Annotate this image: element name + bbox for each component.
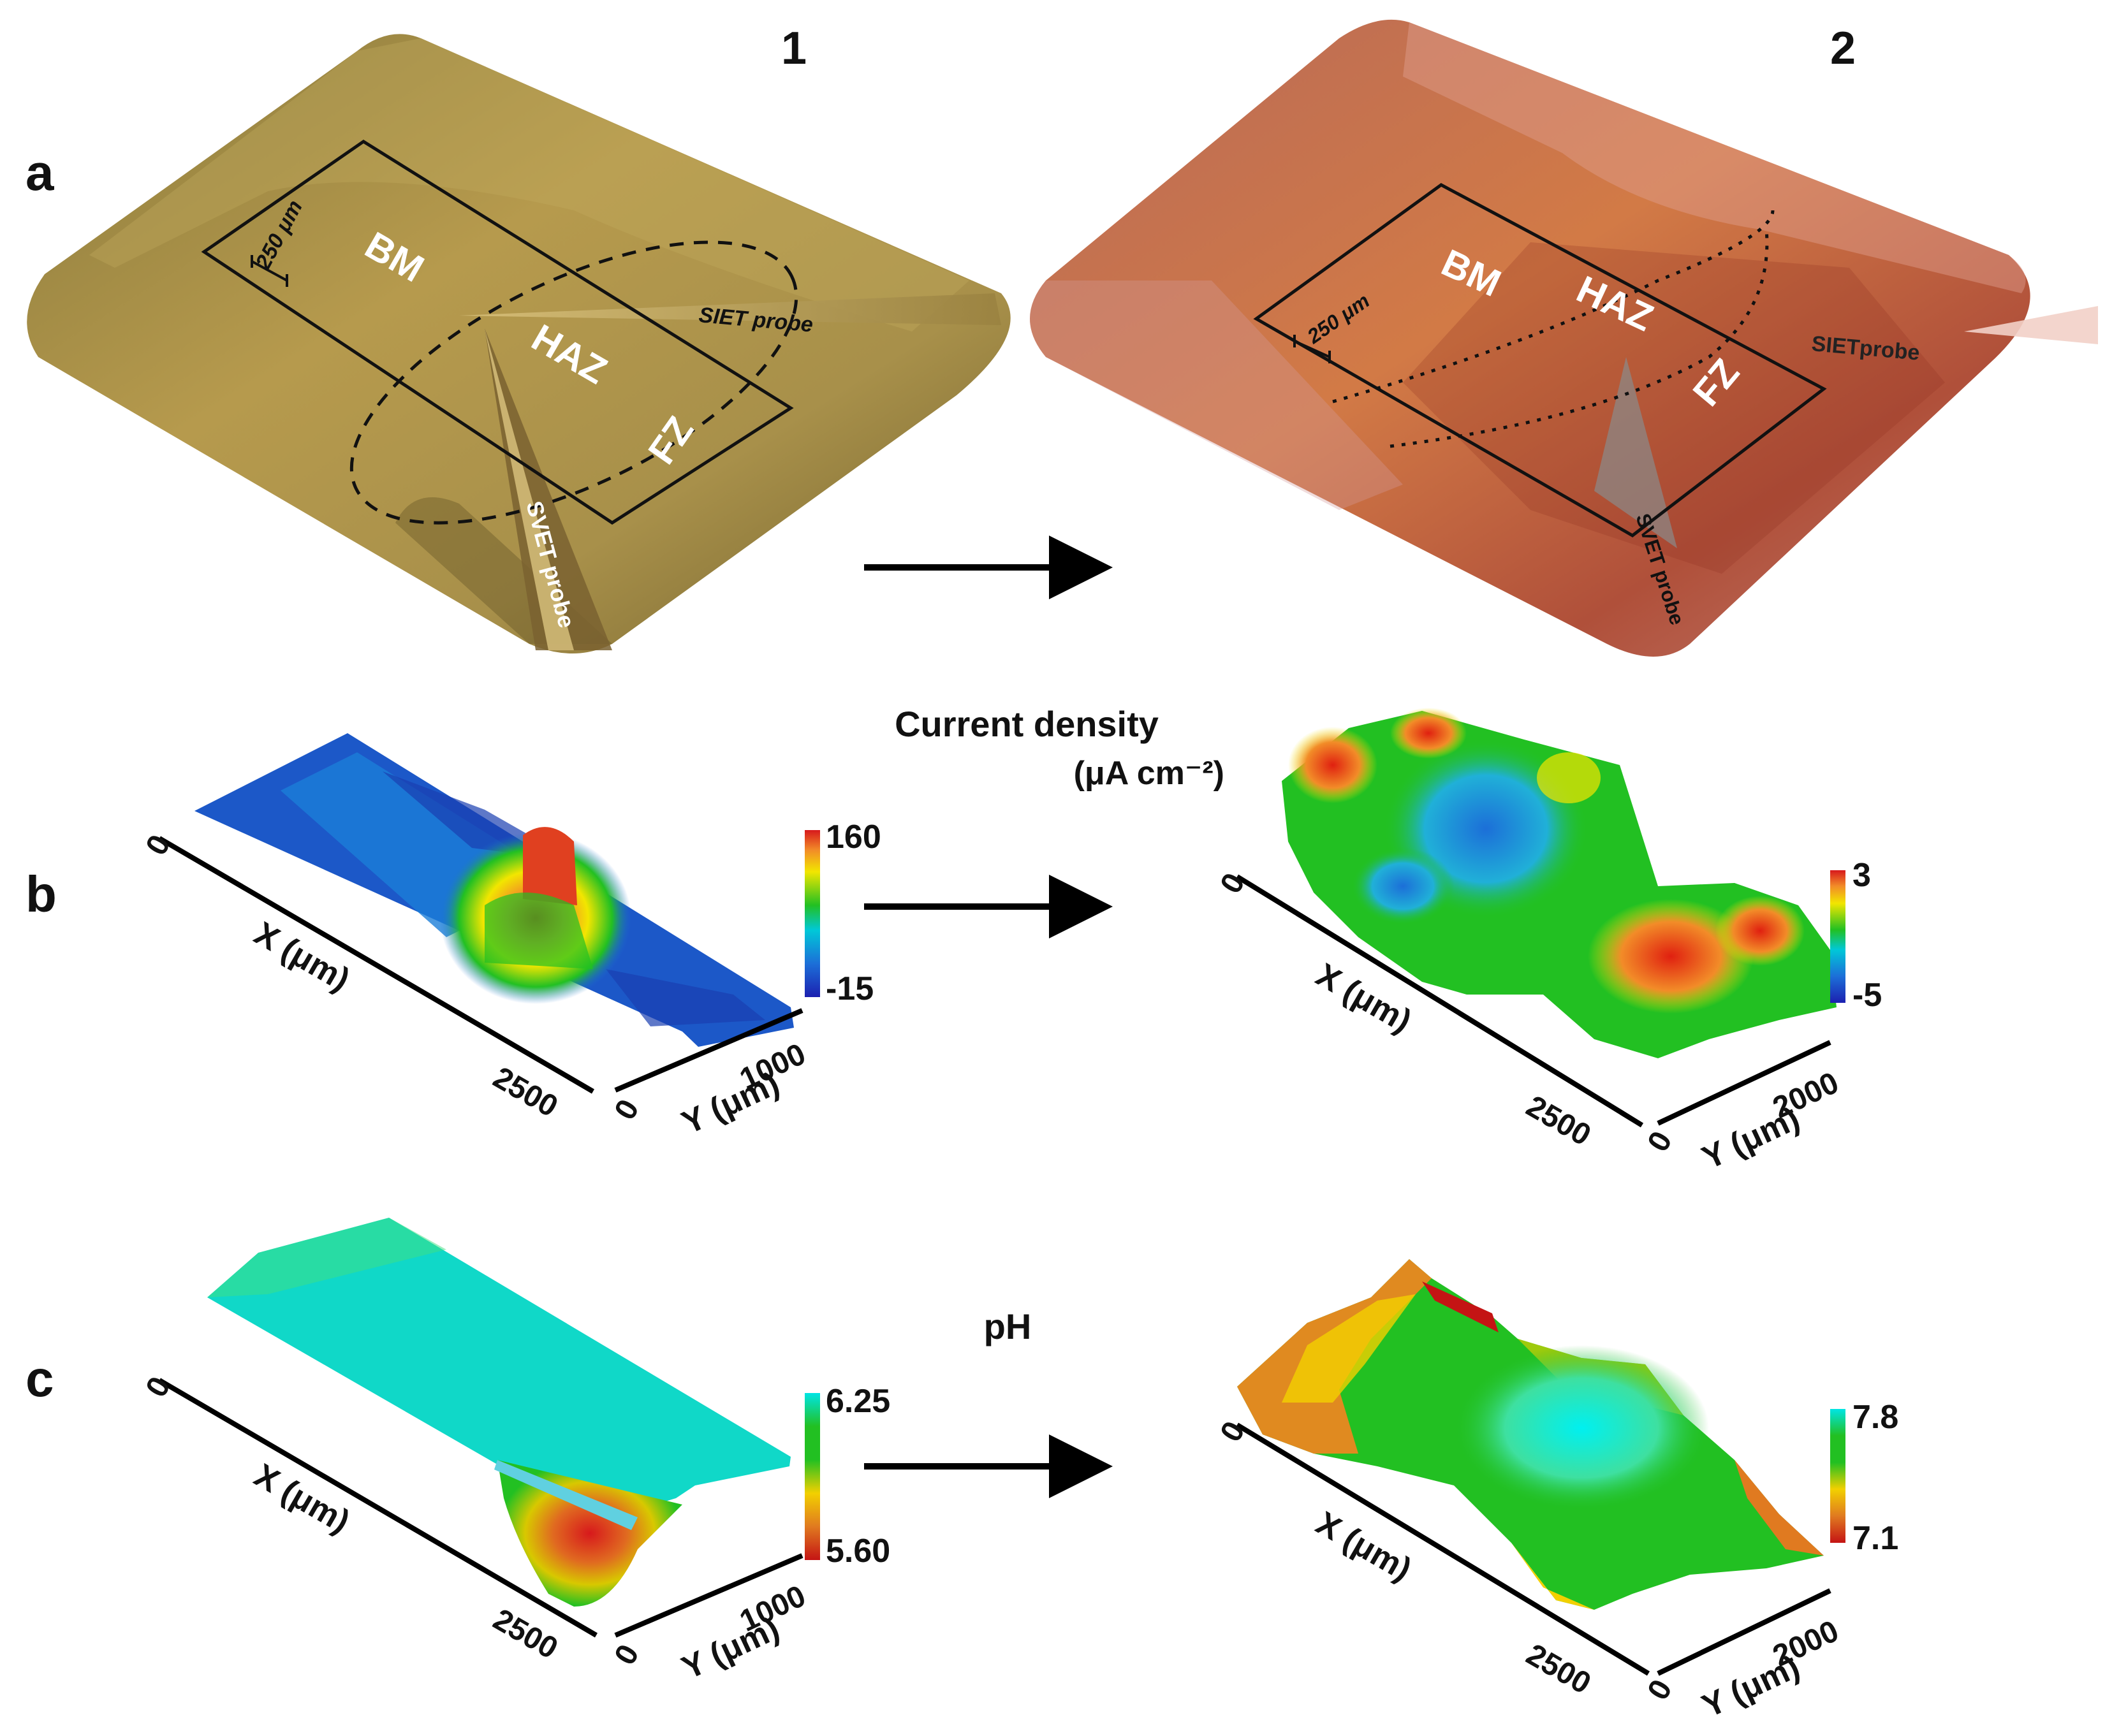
micrograph-after: 250 μm BM HAZ FZ SIETprobe SVET probe <box>1030 19 2098 657</box>
current-density-title: Current density <box>895 704 1159 744</box>
panel-label-a: a <box>26 144 54 201</box>
x-end-c2: 2500 <box>1521 1638 1597 1701</box>
colorbar-max-c2: 7.8 <box>1852 1399 1898 1436</box>
column-label-1: 1 <box>781 23 807 74</box>
colorbar-min-b2: -5 <box>1852 977 1882 1014</box>
x-label-c1: X (μm) <box>248 1457 356 1540</box>
y-origin-c2: 0 <box>1641 1674 1679 1706</box>
panel-label-b: b <box>26 866 57 923</box>
y-origin-b2: 0 <box>1641 1126 1679 1158</box>
surface-plot-b1 <box>194 733 794 1047</box>
micrograph-before: 250 μm BM HAZ FZ SIET probe SVET probe <box>27 34 1011 654</box>
colorbar-min-c1: 5.60 <box>826 1533 890 1570</box>
surface-plot-c1 <box>207 1218 791 1607</box>
x-origin-b2: 0 <box>1214 868 1252 900</box>
colorbar-max-b2: 3 <box>1852 857 1871 894</box>
surface-plot-c2 <box>1237 1259 1824 1610</box>
colorbar-max-b1: 160 <box>826 819 881 856</box>
colorbar-b2: 3 -5 <box>1830 857 1882 1014</box>
x-origin-c1: 0 <box>140 1371 177 1403</box>
column-label-2: 2 <box>1830 23 1856 74</box>
x-label-c2: X (μm) <box>1310 1505 1418 1588</box>
x-end-b2: 2500 <box>1521 1090 1597 1153</box>
y-end-b2: 2000 <box>1768 1066 1844 1125</box>
x-origin-b1: 0 <box>140 829 177 861</box>
x-origin-c2: 0 <box>1214 1416 1252 1448</box>
ph-title: pH <box>984 1306 1032 1346</box>
x-label-b1: X (μm) <box>248 915 356 998</box>
colorbar-c2: 7.8 7.1 <box>1830 1399 1898 1557</box>
surface-plot-b2 <box>1282 708 1837 1058</box>
panel-label-c: c <box>26 1350 54 1407</box>
y-end-c2: 2000 <box>1768 1614 1844 1674</box>
colorbar-min-b1: -15 <box>826 970 874 1007</box>
y-origin-b1: 0 <box>608 1094 646 1126</box>
colorbar-max-c1: 6.25 <box>826 1383 890 1420</box>
colorbar-b1: 160 -15 <box>805 819 881 1007</box>
colorbar-min-c2: 7.1 <box>1852 1520 1898 1557</box>
y-origin-c1: 0 <box>608 1639 646 1671</box>
colorbar-c1: 6.25 5.60 <box>805 1383 890 1570</box>
current-density-unit: (μA cm⁻²) <box>1074 755 1224 792</box>
x-label-b2: X (μm) <box>1310 956 1418 1040</box>
